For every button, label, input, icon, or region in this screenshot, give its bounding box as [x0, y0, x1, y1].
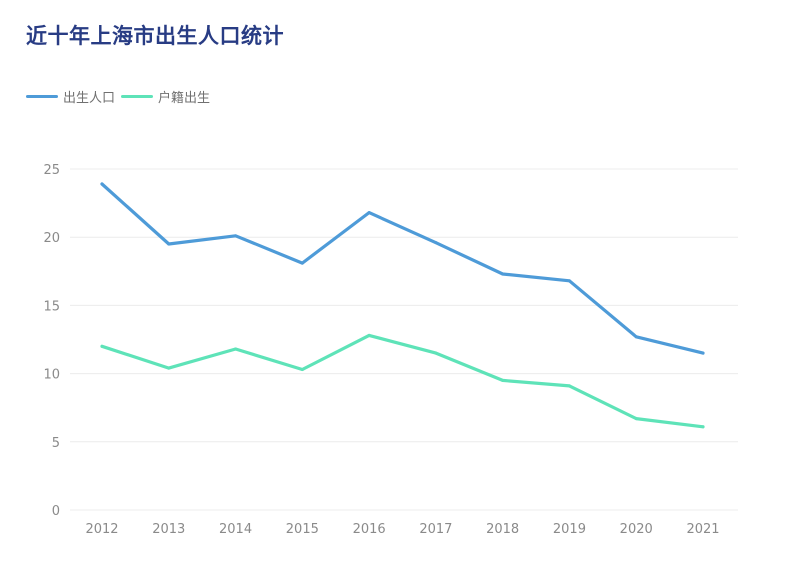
x-tick-label: 2013 — [152, 522, 185, 537]
series-line-2[interactable] — [100, 333, 705, 429]
data-point-series-1[interactable] — [234, 234, 238, 238]
data-point-series-1[interactable] — [434, 241, 438, 245]
legend-item-series-2[interactable]: 户籍出生 — [121, 87, 210, 106]
data-point-series-1[interactable] — [634, 335, 638, 339]
data-point-series-1[interactable] — [167, 242, 171, 246]
data-point-series-2[interactable] — [100, 344, 104, 348]
data-point-series-1[interactable] — [567, 279, 571, 283]
legend-label-series-2: 户籍出生 — [158, 91, 211, 106]
series-line-1[interactable] — [100, 182, 705, 355]
data-point-series-1[interactable] — [300, 261, 304, 265]
data-point-series-2[interactable] — [501, 378, 505, 382]
x-tick-label: 2020 — [620, 522, 653, 537]
x-tick-label: 2021 — [686, 522, 719, 537]
data-point-series-2[interactable] — [434, 351, 438, 355]
chart-legend: 出生人口 户籍出生 — [26, 87, 216, 106]
legend-label-series-1: 出生人口 — [63, 91, 116, 106]
data-point-series-2[interactable] — [634, 417, 638, 421]
y-tick-label: 0 — [52, 504, 60, 519]
legend-swatch-series-2 — [121, 95, 154, 98]
x-tick-label: 2016 — [353, 522, 386, 537]
x-tick-label: 2015 — [286, 522, 319, 537]
data-point-series-2[interactable] — [234, 347, 238, 351]
chart-title: 近十年上海市出生人口统计 — [26, 24, 284, 48]
data-point-series-2[interactable] — [167, 366, 171, 370]
x-tick-label: 2019 — [553, 522, 586, 537]
legend-item-series-1[interactable]: 出生人口 — [26, 87, 115, 106]
y-tick-label: 15 — [43, 299, 60, 314]
x-tick-label: 2018 — [486, 522, 519, 537]
data-point-series-1[interactable] — [100, 182, 104, 186]
data-point-series-1[interactable] — [701, 351, 705, 355]
x-tick-label: 2012 — [85, 522, 118, 537]
legend-swatch-series-1 — [26, 95, 58, 98]
data-point-series-2[interactable] — [567, 384, 571, 388]
y-tick-label: 10 — [43, 368, 60, 383]
y-tick-label: 5 — [52, 436, 60, 451]
x-tick-label: 2014 — [219, 522, 252, 537]
data-point-series-1[interactable] — [367, 211, 371, 215]
data-point-series-2[interactable] — [367, 333, 371, 337]
data-point-series-1[interactable] — [501, 272, 505, 276]
data-point-series-2[interactable] — [701, 425, 705, 429]
data-point-series-2[interactable] — [300, 368, 304, 372]
x-tick-label: 2017 — [419, 522, 452, 537]
y-tick-label: 20 — [43, 231, 60, 246]
y-tick-label: 25 — [43, 163, 60, 178]
